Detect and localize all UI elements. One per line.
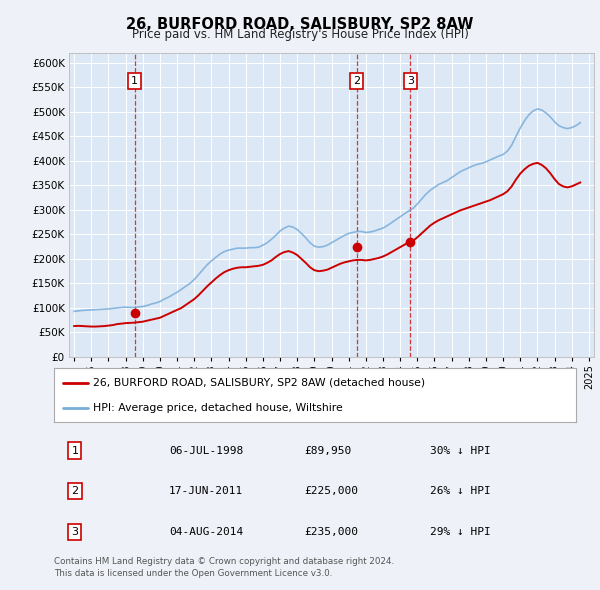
Text: 06-JUL-1998: 06-JUL-1998 bbox=[169, 445, 243, 455]
Text: 1: 1 bbox=[71, 445, 79, 455]
Text: 2: 2 bbox=[71, 486, 79, 496]
Text: £89,950: £89,950 bbox=[305, 445, 352, 455]
Text: 26% ↓ HPI: 26% ↓ HPI bbox=[430, 486, 491, 496]
Text: Contains HM Land Registry data © Crown copyright and database right 2024.
This d: Contains HM Land Registry data © Crown c… bbox=[54, 557, 394, 578]
Text: 29% ↓ HPI: 29% ↓ HPI bbox=[430, 527, 491, 537]
Text: Price paid vs. HM Land Registry's House Price Index (HPI): Price paid vs. HM Land Registry's House … bbox=[131, 28, 469, 41]
Text: 2: 2 bbox=[353, 76, 360, 86]
Text: 26, BURFORD ROAD, SALISBURY, SP2 8AW: 26, BURFORD ROAD, SALISBURY, SP2 8AW bbox=[127, 17, 473, 31]
Text: £235,000: £235,000 bbox=[305, 527, 359, 537]
Text: 1: 1 bbox=[131, 76, 138, 86]
Text: 26, BURFORD ROAD, SALISBURY, SP2 8AW (detached house): 26, BURFORD ROAD, SALISBURY, SP2 8AW (de… bbox=[93, 378, 425, 388]
Text: 3: 3 bbox=[71, 527, 79, 537]
Text: £225,000: £225,000 bbox=[305, 486, 359, 496]
Text: 30% ↓ HPI: 30% ↓ HPI bbox=[430, 445, 491, 455]
Text: 3: 3 bbox=[407, 76, 414, 86]
Text: 17-JUN-2011: 17-JUN-2011 bbox=[169, 486, 243, 496]
Text: 04-AUG-2014: 04-AUG-2014 bbox=[169, 527, 243, 537]
Text: HPI: Average price, detached house, Wiltshire: HPI: Average price, detached house, Wilt… bbox=[93, 404, 343, 413]
